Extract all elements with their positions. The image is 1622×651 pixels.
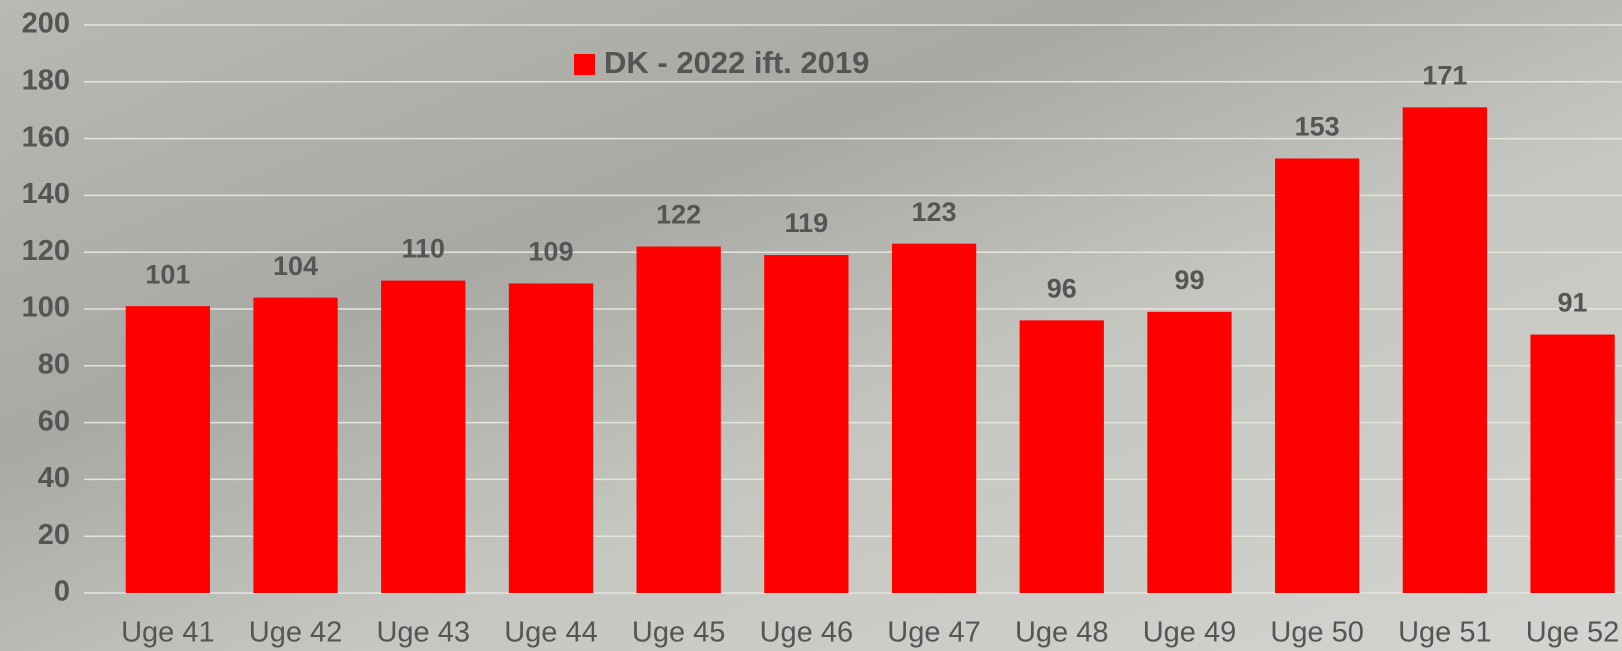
bar	[764, 255, 849, 594]
y-tick-label: 100	[22, 292, 70, 324]
value-label: 109	[528, 237, 573, 267]
y-tick-label: 40	[38, 462, 70, 494]
bar	[1019, 320, 1104, 593]
x-tick-label: Uge 52	[1526, 617, 1620, 649]
bar	[1275, 158, 1360, 594]
x-tick-label: Uge 47	[887, 617, 981, 649]
value-label: 99	[1174, 265, 1204, 295]
value-label: 91	[1558, 288, 1588, 318]
bar	[508, 283, 594, 593]
value-label: 153	[1295, 112, 1340, 142]
x-tick-label: Uge 44	[504, 617, 598, 649]
value-label: 104	[273, 251, 318, 281]
bar	[891, 243, 977, 593]
y-tick-label: 60	[38, 405, 70, 437]
x-tick-label: Uge 41	[121, 617, 215, 649]
value-label: 171	[1422, 60, 1467, 90]
bar	[636, 246, 721, 593]
x-tick-label: Uge 43	[376, 617, 470, 649]
x-tick-label: Uge 50	[1270, 617, 1364, 649]
value-label: 96	[1047, 273, 1077, 303]
bar	[125, 306, 210, 593]
bar	[253, 297, 338, 593]
bar	[381, 280, 466, 593]
y-tick-label: 20	[38, 519, 70, 551]
bar	[1530, 334, 1615, 593]
x-tick-label: Uge 49	[1143, 617, 1237, 649]
y-tick-label: 140	[22, 178, 70, 210]
x-tick-label: Uge 42	[249, 617, 343, 649]
y-tick-label: 80	[38, 348, 70, 380]
legend-swatch	[574, 54, 595, 75]
value-label: 122	[656, 200, 701, 230]
legend-label: DK - 2022 ift. 2019	[604, 45, 869, 80]
value-label: 123	[912, 197, 957, 227]
y-tick-label: 160	[22, 121, 70, 153]
value-label: 101	[145, 259, 190, 289]
x-tick-label: Uge 45	[632, 617, 726, 649]
y-tick-label: 120	[22, 235, 70, 267]
bar	[1402, 107, 1487, 594]
x-tick-label: Uge 48	[1015, 617, 1109, 649]
value-label: 110	[401, 234, 445, 264]
bar	[1147, 311, 1232, 593]
x-tick-label: Uge 51	[1398, 617, 1492, 649]
x-tick-label: Uge 46	[760, 617, 854, 649]
y-tick-label: 200	[22, 8, 70, 40]
y-tick-label: 0	[54, 576, 70, 608]
y-tick-label: 180	[22, 64, 70, 96]
value-label: 119	[785, 208, 829, 238]
